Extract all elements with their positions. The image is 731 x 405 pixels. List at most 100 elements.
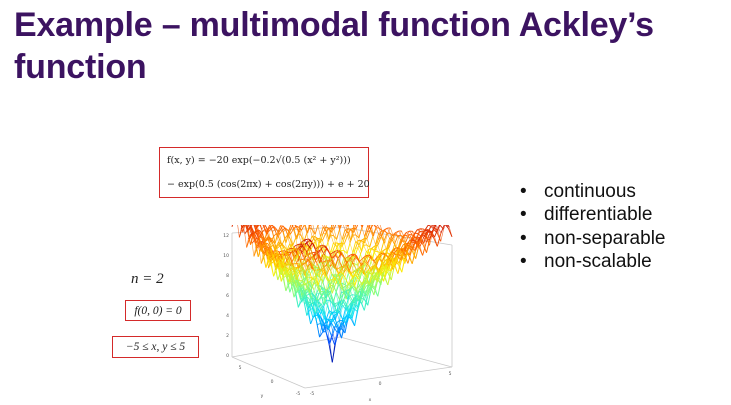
surface-mesh-line (435, 225, 439, 229)
surface-mesh-line (259, 250, 262, 264)
surface-mesh-line (244, 233, 247, 248)
surface-mesh-line (361, 239, 365, 244)
surface-mesh-line (265, 241, 268, 252)
surface-mesh-line (393, 254, 398, 267)
ackley-surface (231, 225, 453, 363)
surface-mesh-line (329, 300, 333, 314)
surface-mesh-line (376, 258, 380, 263)
surface-mesh-line (372, 236, 376, 245)
surface-mesh-line (304, 291, 308, 294)
surface-mesh-line (346, 269, 350, 271)
surface-mesh-line (298, 243, 302, 248)
surface-mesh-line (294, 248, 298, 250)
surface-mesh-line (377, 282, 381, 297)
surface-mesh-line (320, 308, 324, 312)
surface-mesh-line (408, 240, 412, 249)
surface-mesh-line (358, 237, 362, 252)
surface-mesh-line (306, 297, 309, 299)
surface-mesh-line (264, 248, 267, 257)
surface-mesh-line (300, 247, 303, 249)
surface-mesh-line (291, 285, 295, 298)
property-item: • non-separable (518, 227, 665, 250)
surface-mesh-line (355, 276, 359, 283)
surface-mesh-line (356, 268, 360, 270)
surface-mesh-line (347, 226, 352, 241)
surface-mesh-line (338, 283, 342, 293)
surface-mesh-line (360, 284, 364, 291)
surface-mesh-line (309, 293, 312, 304)
surface-mesh-line (317, 324, 320, 338)
surface-mesh-line (268, 225, 273, 229)
surface-mesh-line (304, 225, 308, 234)
surface-mesh-line (360, 253, 364, 263)
surface-mesh-line (415, 241, 419, 251)
surface-mesh-line (292, 271, 296, 277)
surface-mesh-line (365, 279, 369, 284)
surface-mesh-line (393, 247, 397, 253)
surface-mesh-line (309, 268, 313, 272)
surface-mesh-line (289, 285, 293, 293)
surface-mesh-line (330, 274, 335, 283)
surface-mesh-line (290, 233, 294, 246)
surface-mesh-line (264, 234, 267, 242)
surface-mesh-line (363, 279, 367, 285)
surface-mesh-line (331, 312, 335, 317)
surface-mesh-line (308, 264, 312, 270)
surface-mesh-line (440, 225, 445, 234)
surface-mesh-line (290, 264, 294, 281)
surface-mesh-line (322, 310, 327, 323)
surface-mesh-line (309, 276, 312, 280)
surface-mesh-line (350, 282, 355, 288)
surface-mesh-line (379, 251, 383, 254)
surface-mesh-line (300, 270, 303, 281)
surface-mesh-line (274, 248, 278, 251)
surface-mesh-line (317, 307, 321, 321)
surface-mesh-line (418, 236, 422, 249)
surface-mesh-line (352, 248, 356, 253)
surface-mesh-line (321, 320, 325, 324)
surface-mesh-line (405, 232, 410, 235)
surface-mesh-line (348, 270, 352, 275)
surface-mesh-line (290, 228, 294, 230)
surface-mesh-line (326, 299, 331, 302)
surface-mesh-line (324, 274, 327, 277)
surface-mesh-line (344, 228, 348, 230)
surface-mesh-line (303, 262, 306, 269)
surface-mesh-line (293, 226, 297, 230)
surface-mesh-line (332, 333, 336, 344)
surface-mesh-line (396, 258, 400, 264)
surface-mesh-line (347, 291, 351, 300)
surface-mesh-line (395, 230, 399, 235)
surface-mesh-line (256, 228, 260, 240)
surface-mesh-line (422, 228, 426, 235)
surface-mesh-line (333, 303, 337, 312)
surface-mesh-line (282, 244, 286, 252)
surface-mesh-line (306, 291, 310, 295)
dimension-label: n = 2 (131, 271, 164, 287)
surface-mesh-line (355, 225, 359, 229)
surface-mesh-line (409, 245, 413, 252)
z-tick-label: 10 (223, 253, 229, 259)
surface-mesh-line (293, 258, 297, 271)
surface-mesh-line (392, 249, 396, 252)
surface-mesh-line (415, 246, 419, 259)
surface-mesh-line (279, 245, 283, 255)
surface-mesh-line (354, 253, 357, 256)
surface-mesh-line (359, 265, 363, 269)
surface-mesh-line (362, 257, 366, 260)
surface-mesh-line (378, 227, 382, 237)
surface-mesh-line (328, 228, 332, 236)
surface-mesh-line (343, 285, 348, 293)
surface-mesh-line (333, 326, 338, 333)
surface-mesh-line (340, 294, 344, 306)
surface-mesh-line (314, 301, 318, 313)
surface-mesh-line (315, 254, 320, 261)
surface-mesh-line (284, 238, 288, 251)
surface-mesh-line (409, 254, 413, 264)
surface-mesh-line (278, 259, 282, 275)
formula-line-1: f(x, y) = −20 exp(−0.2√(0.5 (x² + y²))) (167, 155, 351, 166)
surface-mesh-line (262, 225, 265, 227)
surface-mesh-line (343, 315, 347, 323)
surface-mesh-line (416, 228, 421, 231)
surface-mesh-line (288, 233, 291, 237)
